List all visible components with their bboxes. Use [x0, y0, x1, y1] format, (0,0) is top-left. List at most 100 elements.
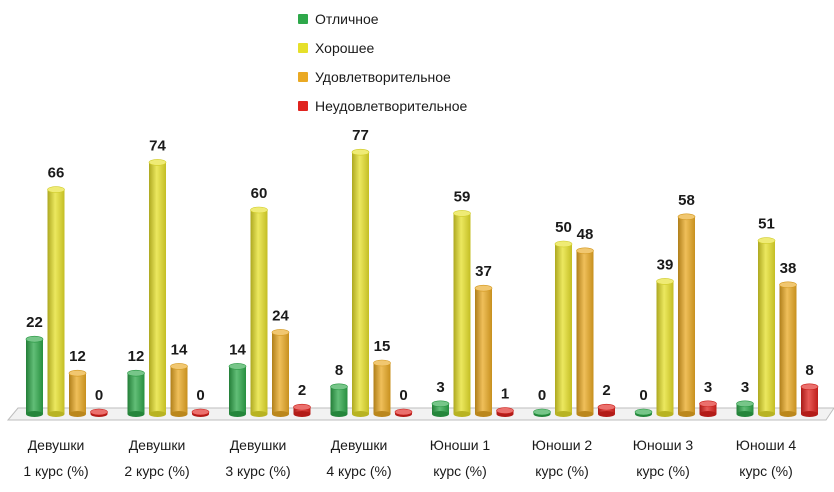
data-label-0-2: 14: [229, 341, 246, 358]
category-label-0-line2: 1 курс (%): [23, 463, 89, 479]
data-label-1-0: 66: [48, 165, 65, 182]
category-label-0: Девушки 1 курс (%): [4, 432, 108, 484]
bar-1-5: [554, 240, 573, 417]
bar-1-4: [453, 210, 471, 417]
legend: Отличное Хорошее Удовлетворительное Неуд…: [298, 4, 578, 120]
bar-2-5: [576, 247, 594, 417]
category-label-3: Девушки 4 курс (%): [307, 432, 411, 484]
bar-0-3: [330, 383, 348, 417]
bar-2-7: [779, 281, 797, 417]
data-label-0-4: 3: [436, 379, 444, 396]
data-label-3-2: 2: [298, 382, 306, 399]
category-label-1: Девушки 2 курс (%): [105, 432, 209, 484]
data-label-2-6: 58: [678, 192, 695, 209]
legend-swatch-excellent: [298, 13, 308, 24]
category-label-7-line2: курс (%): [739, 463, 793, 479]
legend-label-satisfactory: Удовлетворительное: [315, 68, 451, 85]
category-label-5: Юноши 2 курс (%): [510, 432, 614, 484]
data-label-0-1: 12: [128, 348, 145, 365]
category-label-1-line1: Девушки: [128, 437, 186, 453]
category-label-4-line1: Юноши 1: [429, 437, 491, 453]
legend-swatch-good: [298, 42, 308, 53]
bar-0-0: [25, 335, 44, 417]
category-label-5-line1: Юноши 2: [531, 437, 593, 453]
data-label-3-7: 8: [805, 362, 813, 379]
legend-swatch-unsatisfactory: [298, 100, 308, 111]
data-label-1-6: 39: [657, 256, 674, 273]
legend-item-excellent: Отличное: [298, 4, 578, 33]
data-label-2-3: 15: [374, 338, 391, 355]
data-label-1-3: 77: [352, 127, 369, 144]
category-label-2-line2: 3 курс (%): [225, 463, 291, 479]
category-label-7-line1: Юноши 4: [735, 437, 797, 453]
data-label-0-6: 0: [639, 387, 647, 404]
category-label-7: Юноши 4 курс (%): [714, 432, 818, 484]
bar-2-2: [271, 329, 290, 417]
data-label-3-0: 0: [95, 387, 103, 404]
category-label-5-line2: курс (%): [535, 463, 589, 479]
data-label-2-4: 37: [475, 263, 492, 280]
category-label-3-line2: 4 курс (%): [326, 463, 392, 479]
data-label-0-5: 0: [538, 387, 546, 404]
bar-3-5: [597, 403, 616, 417]
bar-2-6: [677, 213, 696, 417]
category-label-4-line2: курс (%): [433, 463, 487, 479]
data-label-0-3: 8: [335, 362, 343, 379]
legend-label-excellent: Отличное: [315, 10, 379, 27]
data-label-2-7: 38: [780, 260, 797, 277]
legend-label-unsatisfactory: Неудовлетворительное: [315, 97, 468, 114]
bar-3-7: [800, 383, 819, 417]
bar-3-3: [394, 408, 413, 417]
category-label-6-line2: курс (%): [636, 463, 690, 479]
legend-item-good: Хорошее: [298, 33, 578, 62]
legend-label-good: Хорошее: [315, 39, 375, 56]
category-label-1-line2: 2 курс (%): [124, 463, 190, 479]
data-label-1-1: 74: [149, 137, 166, 154]
data-label-1-5: 50: [555, 219, 572, 236]
bar-0-1: [127, 369, 145, 417]
data-label-3-3: 0: [399, 387, 407, 404]
bar-1-3: [351, 148, 370, 417]
data-label-1-4: 59: [454, 188, 471, 205]
bar-3-1: [191, 408, 210, 417]
bar-0-7: [736, 400, 754, 417]
bar-3-6: [699, 400, 717, 417]
bar-1-2: [250, 206, 268, 417]
data-label-1-2: 60: [251, 185, 268, 202]
category-label-4: Юноши 1 курс (%): [408, 432, 512, 484]
category-label-3-line1: Девушки: [330, 437, 388, 453]
data-label-0-7: 3: [741, 379, 749, 396]
bar-0-2: [228, 363, 247, 417]
bar-0-5: [533, 408, 551, 417]
legend-item-satisfactory: Удовлетворительное: [298, 62, 578, 91]
data-label-1-7: 51: [758, 216, 775, 233]
bar-0-4: [431, 400, 450, 417]
data-label-0-0: 22: [26, 314, 43, 331]
category-label-2: Девушки 3 курс (%): [206, 432, 310, 484]
bar-0-6: [634, 408, 653, 417]
data-label-2-0: 12: [69, 348, 86, 365]
category-label-6: Юноши 3 курс (%): [611, 432, 715, 484]
data-label-3-5: 2: [602, 382, 610, 399]
bar-3-2: [293, 403, 311, 417]
data-label-3-6: 3: [704, 379, 712, 396]
bar-2-1: [170, 363, 188, 417]
bar-2-3: [373, 359, 391, 417]
category-label-6-line1: Юноши 3: [632, 437, 694, 453]
bar-2-4: [474, 284, 493, 417]
data-label-3-1: 0: [196, 387, 204, 404]
legend-swatch-satisfactory: [298, 71, 308, 82]
bar-1-7: [757, 237, 776, 417]
bar-3-4: [496, 407, 514, 417]
bar-1-6: [656, 278, 674, 417]
bar-1-1: [148, 159, 167, 417]
bar-2-0: [68, 369, 87, 417]
data-label-2-5: 48: [577, 226, 594, 243]
category-label-0-line1: Девушки: [27, 437, 85, 453]
legend-item-unsatisfactory: Неудовлетворительное: [298, 91, 578, 120]
bar-1-0: [47, 186, 65, 417]
category-label-2-line1: Девушки: [229, 437, 287, 453]
data-label-3-4: 1: [501, 386, 509, 403]
chart-floor: [6, 407, 834, 421]
